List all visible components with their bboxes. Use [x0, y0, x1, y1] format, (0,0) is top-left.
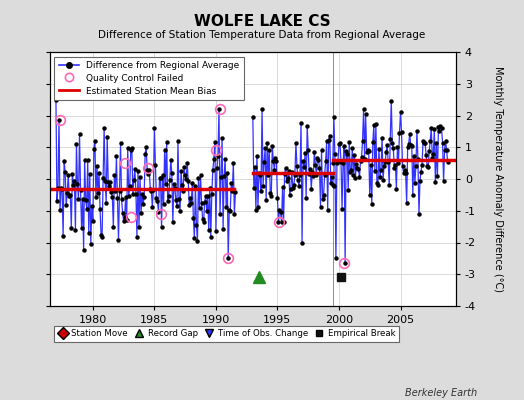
Y-axis label: Monthly Temperature Anomaly Difference (°C): Monthly Temperature Anomaly Difference (…	[493, 66, 503, 292]
Legend: Difference from Regional Average, Quality Control Failed, Estimated Station Mean: Difference from Regional Average, Qualit…	[54, 56, 244, 100]
Text: WOLFE LAKE CS: WOLFE LAKE CS	[194, 14, 330, 29]
Text: Difference of Station Temperature Data from Regional Average: Difference of Station Temperature Data f…	[99, 30, 425, 40]
Text: Berkeley Earth: Berkeley Earth	[405, 388, 477, 398]
Legend: Station Move, Record Gap, Time of Obs. Change, Empirical Break: Station Move, Record Gap, Time of Obs. C…	[54, 326, 399, 342]
